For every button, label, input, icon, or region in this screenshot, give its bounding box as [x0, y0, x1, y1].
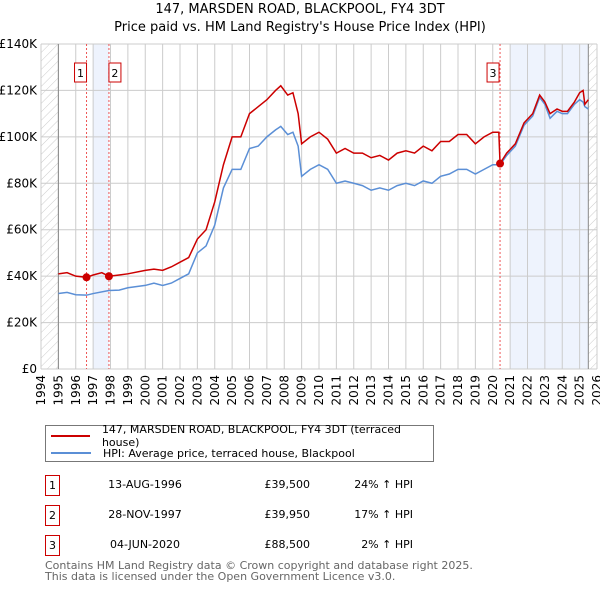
sale-price: £39,500	[264, 478, 311, 491]
x-tick-label: 2011	[329, 375, 343, 406]
x-tick-label: 2021	[503, 375, 517, 406]
x-tick-label: 2005	[225, 375, 239, 406]
sale-date: 13-AUG-1996	[108, 478, 182, 491]
x-tick-label: 2019	[468, 375, 482, 406]
sale-hpi: 2% ↑ HPI	[361, 538, 413, 551]
x-tick-label: 2022	[521, 375, 535, 406]
x-tick-label: 1996	[69, 375, 83, 406]
series-line	[58, 95, 589, 296]
x-tick-label: 2013	[364, 375, 378, 406]
footer-line-2: This data is licensed under the Open Gov…	[45, 570, 396, 583]
sale-id: 3	[45, 535, 60, 556]
x-tick-label: 1999	[121, 375, 135, 406]
hatch-post	[588, 44, 597, 369]
x-tick-label: 2012	[347, 375, 361, 406]
sale-label: 3	[490, 67, 497, 80]
x-tick-label: 2007	[260, 375, 274, 406]
legend-label: HPI: Average price, terraced house, Blac…	[103, 446, 355, 460]
y-tick-label: £0	[22, 362, 37, 376]
sale-label-box	[74, 62, 88, 83]
sale-id: 1	[45, 475, 60, 496]
sale-label: 1	[77, 67, 84, 80]
x-tick-label: 2002	[173, 375, 187, 406]
y-tick-label: £80K	[6, 176, 38, 190]
x-tick-label: 2000	[138, 375, 152, 406]
legend-swatch-blue	[51, 452, 91, 454]
sale-id: 2	[45, 505, 60, 526]
hatch-pre	[41, 44, 59, 369]
chart-title: 147, MARSDEN ROAD, BLACKPOOL, FY4 3DT	[155, 2, 445, 17]
y-tick-label: £60K	[6, 223, 38, 237]
x-tick-label: 1995	[51, 375, 65, 406]
sale-date: 04-JUN-2020	[109, 538, 181, 551]
x-tick-label: 2008	[277, 375, 291, 406]
shade-2	[510, 44, 589, 369]
x-tick-label: 2017	[434, 375, 448, 406]
sale-marker	[82, 273, 91, 282]
sale-marker	[496, 159, 505, 168]
legend-label: 147, MARSDEN ROAD, BLACKPOOL, FY4 3DT (t…	[101, 423, 402, 449]
x-tick-label: 2004	[208, 375, 222, 406]
sale-hpi: 17% ↑ HPI	[354, 508, 413, 521]
sale-marker	[104, 272, 113, 281]
x-tick-label: 2023	[538, 375, 552, 406]
y-tick-label: £100K	[0, 130, 38, 144]
legend-item-hpi: HPI: Average price, terraced house, Blac…	[46, 445, 355, 461]
x-tick-label: 2018	[451, 375, 465, 406]
x-tick-label: 2010	[312, 375, 326, 406]
x-tick-label: 2026	[590, 375, 600, 406]
x-tick-label: 2009	[295, 375, 309, 406]
legend-item-property: 147, MARSDEN ROAD, BLACKPOOL, FY4 3DT (t…	[46, 423, 433, 449]
sale-hpi: 24% ↑ HPI	[354, 478, 413, 491]
x-tick-label: 2001	[156, 375, 170, 406]
x-tick-label: 2024	[555, 375, 569, 406]
y-tick-label: £20K	[6, 316, 38, 330]
x-tick-label: 2025	[573, 375, 587, 406]
y-tick-label: £120K	[0, 83, 38, 97]
x-tick-label: 2006	[243, 375, 257, 406]
shade-1	[93, 44, 109, 369]
x-tick-label: 2020	[486, 375, 500, 406]
sale-label: 2	[111, 67, 118, 80]
sale-price: £39,950	[264, 508, 311, 521]
x-tick-label: 1998	[104, 375, 118, 406]
y-tick-label: £140K	[0, 37, 38, 51]
y-tick-label: £40K	[6, 269, 38, 283]
x-tick-label: 2003	[190, 375, 204, 406]
footer-line-1: Contains HM Land Registry data © Crown c…	[45, 559, 473, 572]
chart-subtitle: Price paid vs. HM Land Registry's House …	[114, 20, 486, 35]
legend-swatch-red	[51, 435, 90, 437]
sale-label-box	[486, 62, 500, 83]
sale-date: 28-NOV-1997	[108, 508, 182, 521]
sale-price: £88,500	[264, 538, 311, 551]
series-line	[58, 84, 589, 279]
x-tick-label: 1994	[34, 375, 48, 406]
sale-label-box	[108, 62, 122, 83]
x-tick-label: 2015	[399, 375, 413, 406]
x-tick-label: 2014	[382, 375, 396, 406]
x-tick-label: 1997	[86, 375, 100, 406]
x-tick-label: 2016	[416, 375, 430, 406]
legend: 147, MARSDEN ROAD, BLACKPOOL, FY4 3DT (t…	[45, 423, 434, 462]
